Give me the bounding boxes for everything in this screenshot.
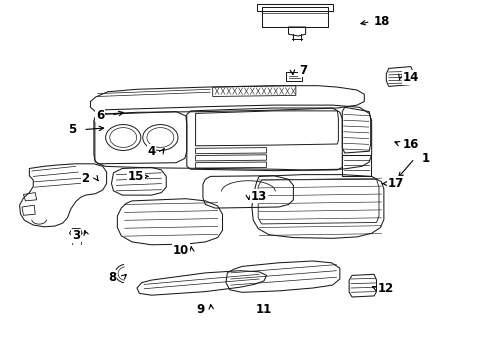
Text: 13: 13 <box>250 190 267 203</box>
Text: 12: 12 <box>377 282 394 294</box>
Text: 8: 8 <box>108 271 116 284</box>
Text: 14: 14 <box>402 71 418 84</box>
Text: 1: 1 <box>421 152 428 165</box>
Text: 16: 16 <box>402 138 418 150</box>
Text: 4: 4 <box>147 145 155 158</box>
Text: 3: 3 <box>72 229 80 242</box>
Text: 7: 7 <box>299 64 306 77</box>
Text: 18: 18 <box>372 15 389 28</box>
Text: 11: 11 <box>255 303 272 316</box>
Text: 15: 15 <box>127 170 144 183</box>
Text: 17: 17 <box>387 177 404 190</box>
Text: 2: 2 <box>81 172 89 185</box>
Text: 10: 10 <box>172 244 189 257</box>
Text: 5: 5 <box>68 123 76 136</box>
Text: 9: 9 <box>196 303 204 316</box>
Text: 6: 6 <box>96 109 104 122</box>
